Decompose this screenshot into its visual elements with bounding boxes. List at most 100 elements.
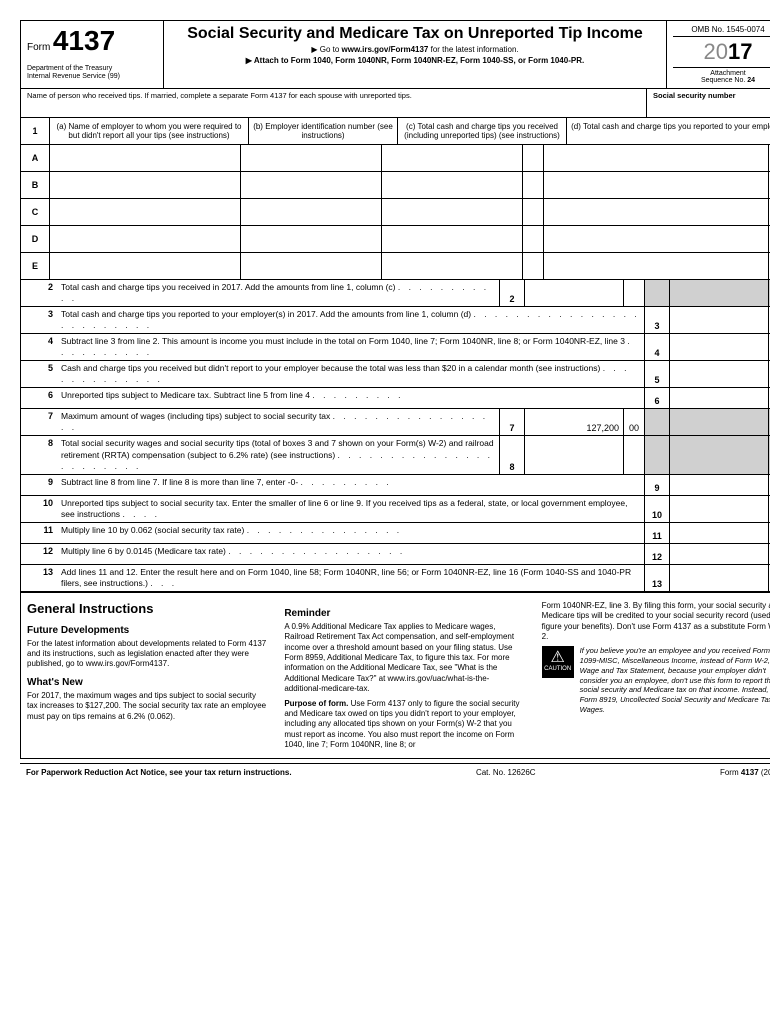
- line-3-text: Total cash and charge tips you reported …: [57, 307, 644, 333]
- col-c-header: (c) Total cash and charge tips you recei…: [398, 118, 567, 144]
- omb-number: OMB No. 1545-0074: [673, 25, 770, 37]
- line-3-amount[interactable]: [670, 307, 769, 333]
- line-7-amount: 127,200: [525, 409, 624, 435]
- employer-name-e[interactable]: [50, 253, 241, 279]
- name-field[interactable]: Name of person who received tips. If mar…: [21, 89, 646, 117]
- goto-line: ▶ Go to www.irs.gov/Form4137 for the lat…: [170, 45, 660, 54]
- row-letter: B: [21, 172, 50, 198]
- line-13-box: 13: [644, 565, 670, 591]
- line-6-box: 6: [644, 388, 670, 408]
- col-d-header: (d) Total cash and charge tips you repor…: [567, 118, 770, 144]
- line-13-amount[interactable]: [670, 565, 769, 591]
- line-2: 2 Total cash and charge tips you receive…: [21, 280, 770, 307]
- line-3: 3 Total cash and charge tips you reporte…: [21, 307, 770, 334]
- line-8-box: 8: [500, 436, 525, 473]
- line-8-text: Total social security wages and social s…: [57, 436, 499, 473]
- employer-name-d[interactable]: [50, 226, 241, 252]
- tips-received-c[interactable]: [382, 199, 523, 225]
- line-2-amount[interactable]: [525, 280, 624, 306]
- form-number: 4137: [53, 25, 115, 56]
- line-12-box: 12: [644, 544, 670, 564]
- tips-received-d[interactable]: [382, 226, 523, 252]
- tips-received-a[interactable]: [382, 145, 523, 171]
- caution-box: ⚠ CAUTION If you believe you're an emplo…: [542, 646, 770, 714]
- col-b-header: (b) Employer identification number (see …: [249, 118, 398, 144]
- form-4137: Form 4137 Department of the Treasury Int…: [20, 20, 770, 759]
- line-11-amount[interactable]: [670, 523, 769, 543]
- line-9-box: 9: [644, 475, 670, 495]
- employer-name-a[interactable]: [50, 145, 241, 171]
- line-9: 9 Subtract line 8 from line 7. If line 8…: [21, 475, 770, 496]
- line-10-text: Unreported tips subject to social securi…: [57, 496, 644, 522]
- header-right: OMB No. 1545-0074 2017 Attachment Sequen…: [666, 21, 770, 88]
- line-5-amount[interactable]: [670, 361, 769, 387]
- line-8-amount[interactable]: [525, 436, 624, 473]
- employer-ein-a[interactable]: [241, 145, 382, 171]
- tips-reported-a[interactable]: [544, 145, 769, 171]
- caution-text: If you believe you're an employee and yo…: [580, 646, 770, 714]
- line-10-amount[interactable]: [670, 496, 769, 522]
- line-4: 4 Subtract line 3 from line 2. This amou…: [21, 334, 770, 361]
- employer-name-c[interactable]: [50, 199, 241, 225]
- line-12: 12 Multiply line 6 by 0.0145 (Medicare t…: [21, 544, 770, 565]
- employer-name-b[interactable]: [50, 172, 241, 198]
- attach-line: ▶ Attach to Form 1040, Form 1040NR, Form…: [170, 56, 660, 65]
- employer-ein-e[interactable]: [241, 253, 382, 279]
- line-9-amount[interactable]: [670, 475, 769, 495]
- tips-received-cents-a[interactable]: [523, 145, 544, 171]
- purpose-text: Purpose of form. Use Form 4137 only to f…: [284, 699, 525, 751]
- form-label: Form: [27, 42, 50, 53]
- col3-text: Form 1040NR-EZ, line 3. By filing this f…: [542, 601, 770, 643]
- footer-center: Cat. No. 12626C: [476, 768, 536, 777]
- reminder-text: A 0.9% Additional Medicare Tax applies t…: [284, 622, 525, 695]
- page-footer: For Paperwork Reduction Act Notice, see …: [20, 763, 770, 781]
- line-5-text: Cash and charge tips you received but di…: [57, 361, 644, 387]
- row-letter: D: [21, 226, 50, 252]
- line-6-amount[interactable]: [670, 388, 769, 408]
- line-2-cents[interactable]: [624, 280, 644, 306]
- header-left: Form 4137 Department of the Treasury Int…: [21, 21, 164, 88]
- line-5: 5 Cash and charge tips you received but …: [21, 361, 770, 388]
- tips-received-cents-e[interactable]: [523, 253, 544, 279]
- tips-reported-b[interactable]: [544, 172, 769, 198]
- header-center: Social Security and Medicare Tax on Unre…: [164, 21, 666, 88]
- line-12-text: Multiply line 6 by 0.0145 (Medicare tax …: [57, 544, 644, 564]
- line-3-box: 3: [644, 307, 670, 333]
- tips-received-e[interactable]: [382, 253, 523, 279]
- line-4-box: 4: [644, 334, 670, 360]
- line-7: 7 Maximum amount of wages (including tip…: [21, 409, 770, 436]
- employer-ein-c[interactable]: [241, 199, 382, 225]
- tips-received-cents-c[interactable]: [523, 199, 544, 225]
- tips-received-cents-d[interactable]: [523, 226, 544, 252]
- line-5-box: 5: [644, 361, 670, 387]
- employer-row-e: E: [21, 253, 770, 280]
- sequence-number: Attachment Sequence No. 24: [673, 67, 770, 84]
- line-11-box: 11: [644, 523, 670, 543]
- ssn-field[interactable]: Social security number: [646, 89, 770, 117]
- employer-row-d: D: [21, 226, 770, 253]
- line-1-label: 1: [21, 118, 50, 144]
- line-7-cents: 00: [624, 409, 644, 435]
- form-title: Social Security and Medicare Tax on Unre…: [170, 25, 660, 43]
- line-6-text: Unreported tips subject to Medicare tax.…: [57, 388, 644, 408]
- line-8: 8 Total social security wages and social…: [21, 436, 770, 474]
- wn-heading: What's New: [27, 676, 268, 689]
- line-8-cents[interactable]: [624, 436, 644, 473]
- tips-received-b[interactable]: [382, 172, 523, 198]
- wn-text: For 2017, the maximum wages and tips sub…: [27, 691, 268, 722]
- tips-reported-e[interactable]: [544, 253, 769, 279]
- tips-reported-d[interactable]: [544, 226, 769, 252]
- line-4-amount[interactable]: [670, 334, 769, 360]
- tips-reported-c[interactable]: [544, 199, 769, 225]
- footer-right: Form 4137 (2017): [720, 768, 770, 777]
- employer-ein-b[interactable]: [241, 172, 382, 198]
- employer-column-headers: 1 (a) Name of employer to whom you were …: [21, 118, 770, 145]
- line-12-amount[interactable]: [670, 544, 769, 564]
- tips-received-cents-b[interactable]: [523, 172, 544, 198]
- tax-year: 2017: [673, 39, 770, 65]
- fd-text: For the latest information about develop…: [27, 639, 268, 670]
- employer-ein-d[interactable]: [241, 226, 382, 252]
- employer-row-a: A: [21, 145, 770, 172]
- line-7-box: 7: [500, 409, 525, 435]
- line-7-text: Maximum amount of wages (including tips)…: [57, 409, 499, 435]
